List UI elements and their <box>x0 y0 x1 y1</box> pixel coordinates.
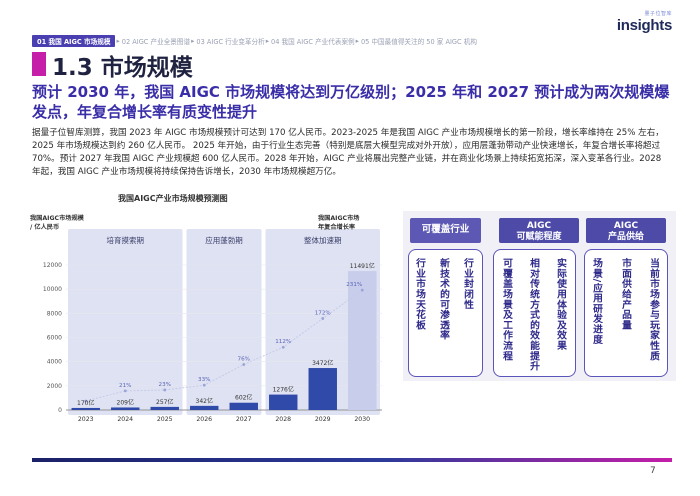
bar <box>111 407 140 410</box>
y-tick-label: 10000 <box>43 286 62 293</box>
growth-rate-label: 76% <box>238 357 250 363</box>
bar <box>348 271 377 410</box>
bar-value-label: 602亿 <box>235 394 252 402</box>
footer-divider <box>32 458 672 462</box>
y-tick-label: 12000 <box>43 262 62 269</box>
panel-header-industry: 可覆盖行业 <box>410 218 481 243</box>
bar-value-label: 3472亿 <box>312 359 333 367</box>
page-number: 7 <box>650 466 656 476</box>
bar-value-label: 342亿 <box>196 397 213 405</box>
bar-value-label: 170亿 <box>77 399 94 407</box>
phase-label: 应用蓬勃期 <box>205 235 243 245</box>
panel-box-industry: 行业市场天花板 新技术的可渗透率 行业封闭性 <box>408 249 483 377</box>
bar-value-label: 257亿 <box>156 398 173 406</box>
growth-rate-title: 我国AIGC市场 <box>318 214 359 222</box>
growth-rate-label: 172% <box>315 310 331 316</box>
growth-rate-point <box>84 399 88 403</box>
chart-title: 我国AIGC产业市场规模预测图 <box>118 194 228 203</box>
panel-header-line: 产品供给 <box>607 232 644 242</box>
body-paragraph: 据量子位智库测算，我国 2023 年 AIGC 市场规模预计可达到 170 亿人… <box>32 128 664 177</box>
x-tick-label: 2028 <box>275 416 291 423</box>
x-tick-label: 2025 <box>157 416 173 423</box>
growth-rate-point <box>123 389 127 393</box>
x-tick-label: 2024 <box>117 416 133 423</box>
factor-item: 新技术的可渗透率 <box>438 258 449 341</box>
breadcrumb-separator: ▸ <box>355 36 359 45</box>
x-tick-label: 2023 <box>78 416 94 423</box>
x-tick-label: 2029 <box>315 416 331 423</box>
phase-region <box>186 229 262 415</box>
panel-header-supply: AIGC 产品供给 <box>586 218 666 243</box>
growth-rate-label: 33% <box>198 377 210 383</box>
factor-item: 可覆盖场景及工作流程 <box>501 258 512 361</box>
x-tick-label: 2026 <box>196 416 212 423</box>
bar-value-label: 11491亿 <box>350 262 375 270</box>
factor-item: 行业封闭性 <box>462 258 473 310</box>
bar-value-label: 209亿 <box>117 398 134 406</box>
breadcrumb-separator: ▸ <box>191 36 195 45</box>
factor-item: 实际使用体验及效果 <box>555 258 566 351</box>
breadcrumb-item[interactable]: 05 中国最值得关注的 50 家 AIGC 机构 <box>360 37 477 46</box>
x-tick-label: 2030 <box>354 416 370 423</box>
logo-en-text: insights <box>616 17 672 34</box>
phase-label: 整体加速期 <box>304 235 342 245</box>
breadcrumb-item[interactable]: 04 我国 AIGC 产业代表案例 <box>271 37 355 46</box>
factor-item: 行业市场天花板 <box>414 258 425 331</box>
y-tick-label: 6000 <box>47 335 62 342</box>
bar <box>71 407 100 410</box>
panel-header-text: 可覆盖行业 <box>421 224 470 235</box>
breadcrumb-separator: ▸ <box>116 36 120 45</box>
growth-rate-point <box>321 317 325 320</box>
panel-header-line: AIGC <box>613 221 639 231</box>
factor-item: 当前市场参与玩家性质 <box>648 258 659 361</box>
breadcrumb-item[interactable]: 03 AIGC 行业变革分析 <box>196 37 265 46</box>
breadcrumb-item[interactable]: 02 AIGC 产业全景图谱 <box>121 37 191 46</box>
growth-rate-title: 年复合增长率 <box>318 223 356 231</box>
factor-item: 场景/应用研发进度 <box>591 258 602 345</box>
breadcrumb-active-item[interactable]: 01 我国 AIGC 市场规模 <box>32 34 116 47</box>
growth-rate-label: 23% <box>159 382 171 388</box>
y-axis-title: / 亿人民币 <box>30 223 59 231</box>
bar <box>308 368 337 410</box>
growth-rate-point <box>281 345 285 349</box>
brand-logo: 量子位智库 insights <box>612 10 672 38</box>
title-accent-bar <box>32 52 46 76</box>
factor-item: 相对传统方式的效能提升 <box>528 258 539 372</box>
y-tick-label: 4000 <box>47 359 62 366</box>
factor-item: 市面供给产品量 <box>620 258 631 331</box>
headline: 预计 2030 年，我国 AIGC 市场规模将达到万亿级别；2025 年和 20… <box>32 83 670 121</box>
growth-rate-point <box>163 388 167 392</box>
panel-box-empower: 可覆盖场景及工作流程 相对传统方式的效能提升 实际使用体验及效果 <box>493 249 576 377</box>
growth-rate-point <box>360 288 364 292</box>
growth-rate-label: 112% <box>275 339 291 345</box>
factor-panel: 可覆盖行业 AIGC 可赋能程度 AIGC 产品供给 行业市场天花板 新技术的可… <box>403 211 676 381</box>
growth-rate-line <box>85 289 363 402</box>
breadcrumb-separator: ▸ <box>265 36 270 45</box>
growth-rate-label: 231% <box>346 282 362 288</box>
bar <box>190 405 219 410</box>
phase-region <box>68 229 183 415</box>
breadcrumb: 01 我国 AIGC 市场规模 ▸ 02 AIGC 产业全景图谱 ▸ 03 AI… <box>32 34 477 47</box>
y-tick-label: 0 <box>58 407 62 414</box>
y-tick-label: 8000 <box>47 310 62 317</box>
y-tick-label: 2000 <box>47 383 62 390</box>
panel-header-line: AIGC <box>526 221 552 231</box>
bar-value-label: 1276亿 <box>273 386 294 394</box>
x-tick-label: 2027 <box>236 416 252 423</box>
bar <box>269 394 298 410</box>
bar <box>150 406 179 410</box>
page-title: 1.3 市场规模 <box>52 55 193 81</box>
panel-header-empower: AIGC 可赋能程度 <box>499 218 579 243</box>
phase-label: 培育摸索期 <box>107 235 145 245</box>
panel-box-supply: 场景/应用研发进度 市面供给产品量 当前市场参与玩家性质 <box>584 249 668 377</box>
growth-rate-label: 21% <box>119 383 131 389</box>
growth-rate-point <box>242 363 246 366</box>
y-axis-title: 我国AIGC市场规模 <box>30 214 85 222</box>
bar <box>229 402 258 410</box>
panel-header-line: 可赋能程度 <box>516 232 562 242</box>
market-size-chart: 培育摸索期 应用蓬勃期 整体加速期 我国AIGC市场规模/ 亿人民币 我国AIGC市场… <box>30 214 382 423</box>
logo-cn-text: 量子位智库 <box>644 11 672 17</box>
growth-rate-point <box>202 383 206 387</box>
